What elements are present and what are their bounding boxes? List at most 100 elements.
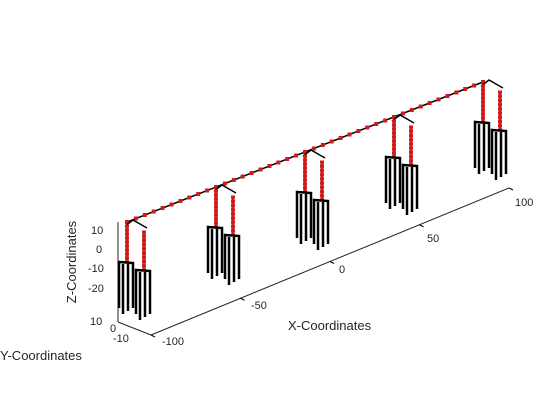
top-line-marker — [276, 161, 280, 165]
drop-marker — [320, 169, 324, 172]
leg-frame — [314, 200, 328, 244]
drop-marker — [214, 194, 218, 197]
drop-marker — [481, 89, 485, 92]
drop-marker — [214, 222, 218, 225]
drop-marker — [142, 231, 146, 234]
drop-marker — [498, 91, 502, 94]
y-tick-label: 0 — [110, 323, 116, 335]
drop-marker — [320, 173, 324, 176]
top-line-marker — [445, 94, 449, 98]
drop-marker — [142, 247, 146, 250]
top-line-marker — [196, 192, 200, 196]
z-tick-label: -20 — [88, 283, 104, 295]
top-line-marker — [178, 199, 182, 203]
x-tick-mark — [241, 298, 245, 300]
top-line-marker — [321, 143, 325, 147]
drop-marker — [409, 138, 413, 141]
drop-marker — [320, 194, 324, 197]
x-tick-label: -50 — [251, 300, 267, 312]
drop-marker — [481, 113, 485, 116]
drop-marker — [142, 256, 146, 259]
drop-marker — [125, 241, 129, 244]
drop-marker — [231, 229, 235, 232]
drop-marker — [409, 126, 413, 129]
drop-marker — [498, 99, 502, 102]
drop-marker — [481, 97, 485, 100]
drop-marker — [481, 93, 485, 96]
top-line-marker — [134, 217, 138, 221]
drop-marker — [214, 218, 218, 221]
drop-marker — [498, 124, 502, 127]
drop-marker — [231, 204, 235, 207]
x-axis-label: X-Coordinates — [288, 318, 372, 333]
drop-marker — [303, 175, 307, 178]
drop-marker — [409, 151, 413, 154]
drop-marker — [125, 233, 129, 236]
drop-marker — [498, 103, 502, 106]
top-line-marker — [285, 157, 289, 161]
x-tick-mark — [330, 262, 334, 264]
top-line-marker — [339, 136, 343, 140]
x-tick-label: -100 — [162, 336, 184, 348]
drop-marker — [231, 196, 235, 199]
drop-marker — [303, 155, 307, 158]
drop-marker — [392, 120, 396, 123]
drop-marker — [392, 128, 396, 131]
drop-marker — [320, 182, 324, 185]
drop-marker — [303, 179, 307, 182]
top-line-marker — [437, 98, 441, 102]
drop-marker — [142, 252, 146, 255]
tower-group — [208, 185, 239, 285]
drop-marker — [125, 249, 129, 252]
drop-marker — [231, 225, 235, 228]
drop-marker — [231, 217, 235, 220]
drop-marker — [498, 95, 502, 98]
tower-group — [475, 80, 506, 180]
top-line-marker — [401, 112, 405, 116]
drop-marker — [392, 152, 396, 155]
drop-marker — [231, 208, 235, 211]
drop-marker — [481, 101, 485, 104]
tower-group — [119, 220, 150, 320]
drop-marker — [392, 140, 396, 143]
drop-marker — [142, 260, 146, 263]
drop-marker — [214, 202, 218, 205]
z-tick-label: -10 — [88, 263, 104, 275]
x-tick-label: 100 — [515, 197, 533, 209]
top-line-marker — [143, 213, 147, 217]
drop-marker — [409, 134, 413, 137]
top-line-marker — [294, 154, 298, 158]
drop-marker — [409, 159, 413, 162]
drop-marker — [303, 171, 307, 174]
drop-marker — [481, 109, 485, 112]
drop-marker — [392, 132, 396, 135]
top-line-marker — [223, 182, 227, 186]
drop-marker — [409, 130, 413, 133]
drop-marker — [231, 212, 235, 215]
drop-marker — [409, 147, 413, 150]
top-line-marker — [259, 168, 263, 172]
top-line-marker — [348, 133, 352, 137]
drop-marker — [392, 136, 396, 139]
drop-marker — [214, 190, 218, 193]
drop-marker — [142, 264, 146, 267]
top-line-marker — [205, 189, 209, 193]
drop-marker — [498, 116, 502, 119]
top-line-marker — [187, 196, 191, 200]
x-tick-label: 50 — [427, 233, 439, 245]
top-line-marker — [250, 171, 254, 175]
drop-marker — [214, 214, 218, 217]
top-line-marker — [428, 101, 432, 105]
tower-group — [386, 115, 417, 215]
drop-marker — [303, 187, 307, 190]
drop-marker — [142, 235, 146, 238]
drop-marker — [392, 148, 396, 151]
y-axis-label: Y-Coordinates — [0, 348, 82, 363]
drop-marker — [320, 161, 324, 164]
top-line-marker — [410, 108, 414, 112]
y-tick-label: 10 — [90, 316, 102, 328]
top-line-marker — [330, 140, 334, 144]
top-line-marker — [419, 105, 423, 109]
